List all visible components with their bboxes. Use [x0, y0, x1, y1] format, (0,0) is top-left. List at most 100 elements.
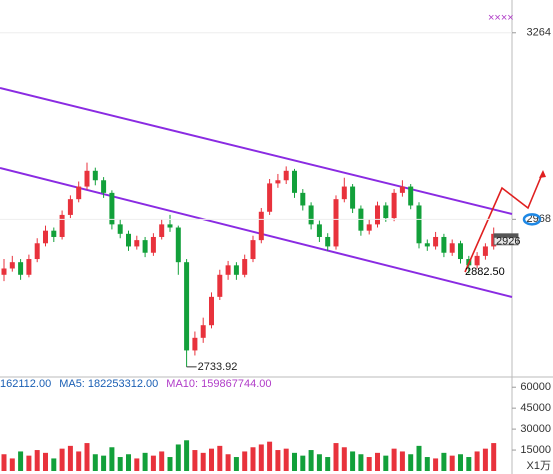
candle-body — [233, 265, 239, 275]
volume-bar — [300, 455, 306, 471]
volume-bar — [341, 447, 347, 471]
volume-bar — [350, 451, 356, 471]
candle-body — [117, 224, 123, 234]
price-marker-label: 2926 — [496, 236, 520, 248]
candle-body — [458, 243, 463, 260]
candle-body — [416, 205, 422, 244]
volume-tick-label: 15000 — [520, 444, 551, 456]
legend-entry: MA10: 159867744.00 — [166, 378, 271, 390]
candle-body — [192, 337, 198, 351]
volume-bar — [109, 447, 115, 471]
volume-bar — [92, 454, 98, 471]
volume-bar — [458, 454, 463, 471]
volume-bar — [325, 457, 331, 471]
volume-bar — [59, 448, 65, 471]
candle-body — [217, 274, 223, 297]
candle-body — [126, 233, 131, 247]
candle-body — [391, 192, 397, 219]
candle-body — [9, 262, 15, 269]
candle-body — [134, 240, 140, 247]
volume-bar — [275, 450, 281, 471]
volume-bar — [76, 451, 82, 471]
low-label: 2882.50 — [465, 266, 505, 278]
candle-body — [275, 180, 281, 184]
volume-tick-label: 45000 — [520, 402, 551, 414]
candle-body — [167, 224, 173, 228]
volume-bar — [391, 448, 397, 471]
volume-bar — [433, 458, 439, 471]
candle-body — [482, 246, 488, 256]
candle-body — [308, 205, 314, 225]
forecast-line — [464, 171, 544, 273]
volume-bar — [292, 452, 297, 471]
candle-body — [59, 214, 65, 237]
volume-bar — [466, 457, 472, 471]
volume-bar — [383, 455, 389, 471]
volume-bar — [159, 451, 165, 471]
price-marker-flag — [494, 233, 518, 238]
volume-bar — [134, 458, 140, 471]
candle-body — [175, 227, 181, 263]
candle-body — [449, 243, 455, 253]
volume-bar — [167, 457, 173, 471]
volume-bar — [175, 444, 181, 471]
candle-body — [441, 236, 447, 253]
candle-body — [316, 224, 322, 237]
volume-bar — [358, 454, 364, 471]
volume-bar — [51, 458, 57, 471]
candle-body — [84, 170, 90, 187]
candle-body — [350, 186, 356, 209]
candle-body — [341, 186, 347, 200]
candle-body — [433, 236, 439, 247]
candle-body — [159, 224, 165, 237]
channel-line — [0, 87, 513, 215]
candle-body — [250, 240, 256, 260]
candle-body — [109, 192, 115, 225]
volume-bar — [366, 457, 372, 471]
volume-bar — [26, 455, 32, 471]
volume-bar — [192, 450, 198, 471]
volume-bar — [242, 451, 248, 471]
y-tick-label: 3264 — [527, 27, 551, 39]
candle-body — [399, 186, 405, 193]
candle-body — [51, 230, 57, 237]
low-annotation: 2733.92 — [198, 361, 238, 373]
toolbar-icon[interactable]: ×××× — [488, 12, 514, 24]
volume-bar — [449, 455, 455, 471]
volume-bar — [1, 454, 7, 471]
volume-bar — [200, 452, 206, 471]
legend-entry: MA5: 182253312.00 — [59, 378, 158, 390]
volume-bar — [474, 451, 480, 471]
candle-body — [200, 325, 206, 338]
volume-bar — [150, 455, 156, 471]
highlight-ellipse — [522, 213, 542, 226]
volume-bar — [9, 458, 15, 471]
candle-body — [67, 199, 73, 215]
candle-body — [383, 205, 389, 219]
candle-body — [209, 296, 214, 326]
candle-body — [1, 268, 7, 275]
candle-body — [142, 240, 148, 253]
volume-bar — [308, 450, 314, 471]
candle-body — [300, 192, 306, 206]
candle-body — [18, 262, 24, 275]
volume-bar — [283, 448, 289, 471]
volume-bar — [258, 444, 264, 471]
candle-body — [333, 199, 339, 247]
volume-bar — [250, 447, 256, 471]
volume-bar — [117, 457, 123, 471]
candle-body — [292, 170, 297, 193]
candle-body — [225, 265, 231, 275]
volume-bar — [184, 440, 190, 471]
candle-body — [325, 236, 331, 247]
candle-body — [283, 170, 289, 181]
volume-bar — [424, 457, 430, 471]
volume-bar — [217, 445, 223, 471]
candle-body — [424, 243, 430, 247]
volume-bar — [225, 454, 231, 471]
candle-body — [150, 236, 156, 253]
candle-body — [76, 186, 82, 200]
volume-bar — [408, 454, 414, 471]
legend-entry: 162112.00 — [0, 378, 51, 390]
candle-body — [267, 183, 273, 212]
